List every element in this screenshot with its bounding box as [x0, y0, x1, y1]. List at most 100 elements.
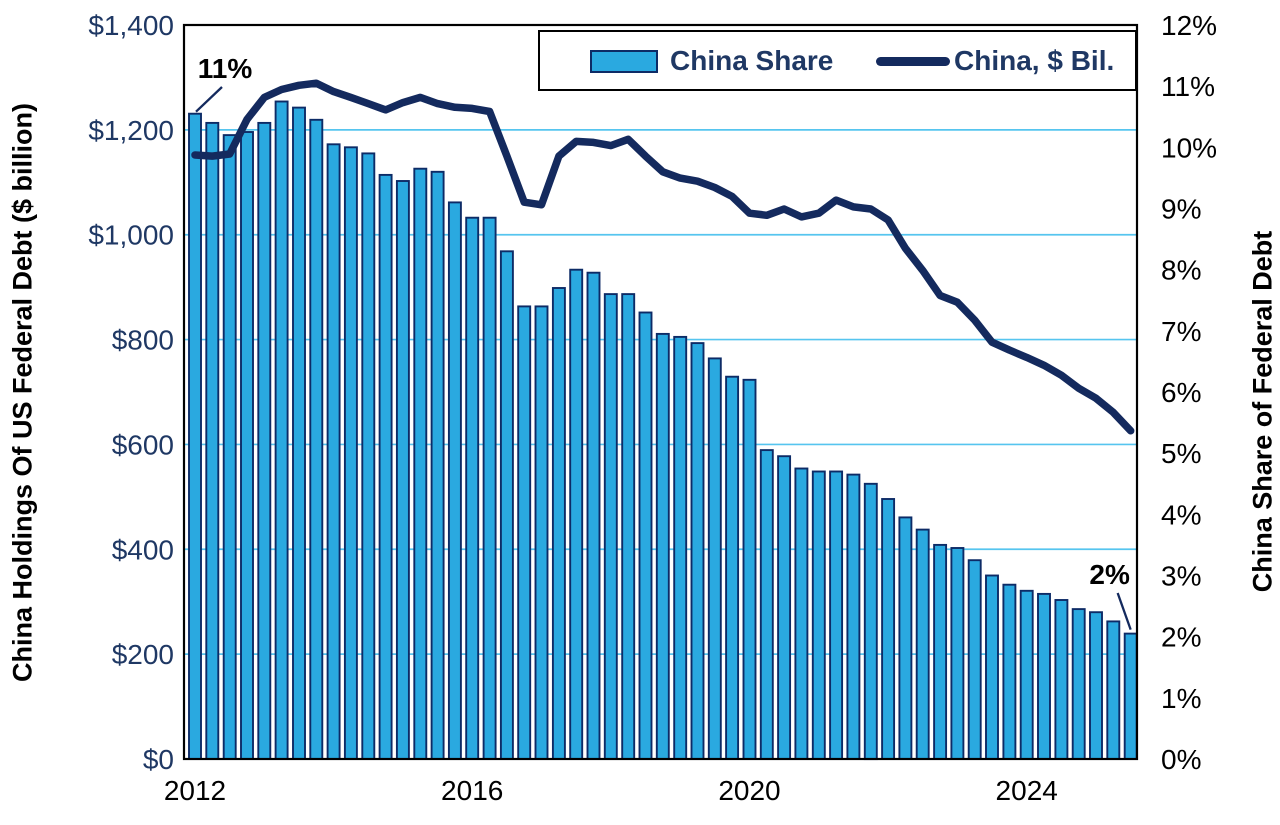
right-axis-ticks: 0% 1% 2% 3% 4% 5% 6% 7% 8% 9% 10% 11% 12% — [1161, 10, 1217, 775]
left-axis-tick: $400 — [112, 534, 174, 565]
bar — [499, 250, 514, 760]
x-axis-tick: 2012 — [164, 775, 226, 806]
x-axis-tick: 2024 — [996, 775, 1058, 806]
left-axis-tick: $1,200 — [88, 115, 174, 146]
bar — [725, 375, 740, 760]
legend-line-swatch-icon — [876, 57, 950, 66]
right-axis-tick: 0% — [1161, 744, 1201, 775]
bar — [569, 268, 584, 760]
annotation-2pct: 2% — [1089, 559, 1132, 630]
left-axis-tick: $1,400 — [88, 10, 174, 41]
bar — [846, 473, 861, 760]
bars-china-share — [188, 100, 1138, 761]
legend-label-china-bil: China, $ Bil. — [954, 45, 1115, 76]
right-axis-tick: 5% — [1161, 438, 1201, 469]
right-axis-tick: 1% — [1161, 683, 1201, 714]
bar — [603, 293, 618, 760]
bar — [621, 293, 636, 760]
bar — [1123, 632, 1138, 760]
bar — [257, 121, 272, 760]
bar — [534, 305, 549, 760]
bar — [742, 378, 757, 760]
bar — [829, 470, 844, 760]
bar — [1071, 608, 1086, 760]
annotation-leader-line — [195, 86, 223, 113]
left-axis-ticks: $0 $200 $400 $600 $800 $1,000 $1,200 $1,400 — [88, 10, 174, 775]
legend-bar-swatch-icon — [590, 50, 658, 73]
legend: China Share China, $ Bil. — [538, 30, 1137, 91]
right-axis-tick: 11% — [1161, 71, 1215, 102]
bar — [361, 152, 376, 760]
bar — [430, 170, 445, 760]
bar — [655, 332, 670, 760]
bar — [586, 271, 601, 760]
x-axis-tick: 2016 — [441, 775, 503, 806]
left-axis-tick: $1,000 — [88, 220, 174, 251]
bar — [551, 287, 566, 760]
bar — [915, 528, 930, 760]
bar — [482, 216, 497, 760]
bar — [933, 543, 948, 760]
bar — [1089, 611, 1103, 760]
plot-border — [182, 23, 1139, 761]
annotation-text: 2% — [1089, 559, 1130, 590]
right-axis-title: China Share of Federal Debt — [1247, 230, 1278, 593]
annotation-leader-line — [1116, 592, 1132, 630]
line-china-bil — [191, 79, 1135, 435]
bar — [240, 131, 254, 760]
right-axis-tick: 9% — [1161, 194, 1201, 225]
bar — [292, 106, 306, 760]
bar — [413, 167, 428, 760]
bar — [690, 342, 705, 760]
bar — [898, 516, 913, 760]
bar — [1054, 599, 1069, 760]
bar — [395, 180, 410, 760]
annotation-text: 11% — [198, 53, 253, 84]
left-axis-tick: $800 — [112, 325, 174, 356]
bar — [326, 143, 341, 760]
x-axis-tick: 2020 — [718, 775, 780, 806]
bar — [343, 146, 358, 760]
bar — [1037, 592, 1051, 760]
bar — [863, 482, 878, 761]
left-axis-tick: $200 — [112, 639, 174, 670]
bar — [465, 216, 480, 760]
left-axis-title: China Holdings Of US Federal Debt ($ bil… — [7, 102, 38, 683]
bar — [1019, 589, 1034, 760]
bar — [1002, 583, 1017, 760]
bar — [985, 574, 999, 760]
bar — [794, 467, 809, 760]
bar — [517, 305, 532, 760]
right-axis-tick: 2% — [1161, 622, 1201, 653]
bar — [759, 449, 774, 760]
bar — [811, 470, 826, 760]
left-axis-tick: $0 — [143, 744, 174, 775]
right-axis-tick: 12% — [1161, 10, 1217, 41]
bar — [950, 547, 965, 760]
bar — [777, 455, 792, 760]
bar — [378, 173, 393, 760]
bar — [222, 134, 237, 760]
right-axis-tick: 7% — [1161, 316, 1201, 347]
right-axis-tick: 3% — [1161, 561, 1201, 592]
legend-label-china-share: China Share — [670, 45, 834, 76]
left-axis-tick: $600 — [112, 429, 174, 460]
right-axis-tick: 4% — [1161, 499, 1201, 530]
bar — [1106, 620, 1121, 760]
bar — [967, 559, 982, 760]
bar — [309, 118, 324, 760]
bar — [447, 201, 462, 760]
right-axis-tick: 6% — [1161, 377, 1201, 408]
annotation-11pct: 11% — [195, 53, 253, 113]
bar — [274, 100, 289, 760]
right-axis-tick: 8% — [1161, 255, 1201, 286]
bar — [188, 112, 202, 760]
x-axis-ticks: 2012 2016 2020 2024 — [164, 775, 1058, 806]
right-axis-tick: 10% — [1161, 132, 1217, 163]
bar — [881, 498, 896, 760]
bar — [707, 357, 722, 760]
bar — [673, 335, 688, 760]
bar — [205, 121, 220, 760]
